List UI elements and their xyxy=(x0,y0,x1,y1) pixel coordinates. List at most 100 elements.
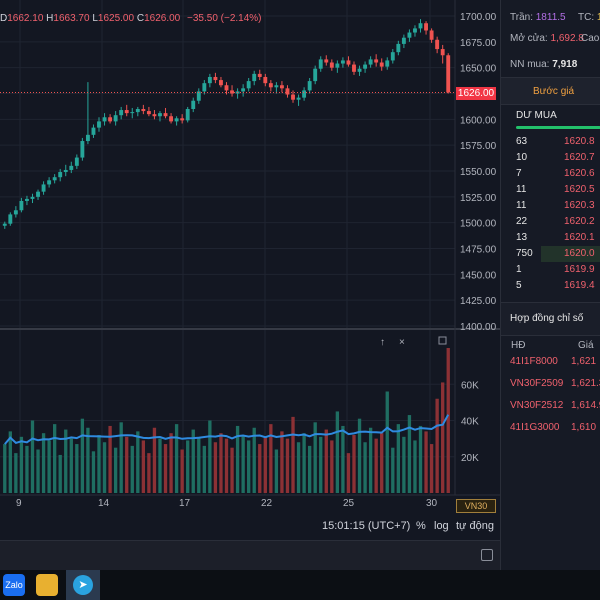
volume-bar xyxy=(86,427,90,493)
open-label: Mở cửa: xyxy=(510,33,548,44)
pane-close-icon: × xyxy=(399,337,405,348)
percent-scale-button[interactable]: % xyxy=(416,520,426,532)
volume-ma-line xyxy=(4,414,450,445)
contract-row[interactable]: VN30F2512 1,614.9 xyxy=(501,396,600,418)
volume-bar xyxy=(413,440,417,493)
volume-bar xyxy=(108,425,112,493)
volume-bar xyxy=(64,429,68,493)
foreign-buy-value: 7,918 xyxy=(552,59,578,70)
price-chart[interactable]: 1700.00 1675.00 1650.00 1625.00 1600.00 1575.… xyxy=(0,0,500,540)
zalo-label: Zalo xyxy=(5,580,23,590)
volume-bar xyxy=(30,420,35,493)
candle-body xyxy=(274,85,279,88)
candle-body xyxy=(224,85,229,91)
volume-bar xyxy=(47,440,51,493)
volume-bar xyxy=(230,447,234,493)
contract-row[interactable]: 41I1F8000 1,621 xyxy=(501,352,600,374)
candle-body xyxy=(102,117,107,122)
telegram-app-icon[interactable]: ➤ xyxy=(66,570,100,600)
volume-bar xyxy=(19,436,24,493)
orderbook-row[interactable]: 22 1620.2 xyxy=(501,214,600,230)
candle-body xyxy=(180,118,185,121)
time-tick-label: 25 xyxy=(343,498,355,509)
ohlc-low-label: L xyxy=(92,13,98,24)
candle-body xyxy=(346,60,351,65)
candle-body xyxy=(85,134,90,142)
orderbook-row[interactable]: 10 1620.7 xyxy=(501,150,600,166)
contract-code: 41I1G3000 xyxy=(510,422,560,433)
volume-bar xyxy=(158,438,162,493)
volume-bar xyxy=(385,391,389,493)
candle-body xyxy=(135,109,140,113)
chart-area[interactable]: 1700.00 1675.00 1650.00 1625.00 1600.00 1575.… xyxy=(0,0,500,540)
volume-bar xyxy=(75,444,79,493)
candle-body xyxy=(268,83,273,88)
candle-body xyxy=(329,62,334,68)
time-tick-label: 30 xyxy=(426,498,438,509)
ohlc-low: 1625.00 xyxy=(97,13,135,24)
time-tick-label: 14 xyxy=(98,498,110,509)
volume-bar xyxy=(219,433,223,493)
orderbook-price: 1620.1 xyxy=(564,232,595,243)
volume-bar xyxy=(446,348,450,493)
orderbook-row[interactable]: 63 1620.8 xyxy=(501,134,600,150)
price-tick-label: 1650.00 xyxy=(460,64,497,75)
zalo-app-icon[interactable]: Zalo xyxy=(3,574,25,596)
orderbook-price: 1620.6 xyxy=(564,168,595,179)
volume-bar xyxy=(368,427,373,493)
contracts-header: Hợp đồng chỉ số xyxy=(501,302,600,336)
volume-bar xyxy=(136,431,140,493)
file-explorer-icon[interactable] xyxy=(36,574,58,596)
candle-body xyxy=(263,76,268,84)
ohlc-close-label: C xyxy=(136,13,145,24)
volume-bar xyxy=(152,427,157,493)
orderbook-row[interactable]: 7 1620.6 xyxy=(501,166,600,182)
volume-bar xyxy=(280,431,284,493)
candle-body xyxy=(169,116,174,122)
volume-bar xyxy=(91,451,96,493)
contract-price: 1,610 xyxy=(571,422,597,433)
auto-scale-button[interactable]: tự động xyxy=(456,520,494,532)
volume-bar xyxy=(80,418,85,493)
volume-bar xyxy=(418,425,423,493)
volume-bar xyxy=(113,447,118,493)
volume-bar xyxy=(130,445,134,493)
orderbook-row[interactable]: 13 1620.1 xyxy=(501,230,600,246)
time-tick-label: 9 xyxy=(16,498,22,509)
candle-body xyxy=(196,91,201,101)
orderbook-row[interactable]: 1 1619.9 xyxy=(501,262,600,278)
volume-bar xyxy=(197,436,201,493)
orderbook-row[interactable]: 750 1620.0 xyxy=(501,246,600,262)
candle-body xyxy=(307,81,312,91)
orderbook-row[interactable]: 5 1619.4 xyxy=(501,278,600,294)
log-scale-button[interactable]: log xyxy=(434,520,449,532)
col-contract: HĐ xyxy=(511,340,526,351)
candle-body xyxy=(241,88,246,92)
candle-body xyxy=(279,85,284,89)
contract-row[interactable]: 41I1G3000 1,610 xyxy=(501,418,600,440)
tab-price-step[interactable]: Bước giá xyxy=(533,86,575,97)
orderbook-row[interactable]: 11 1620.5 xyxy=(501,182,600,198)
volume-bar xyxy=(191,429,195,493)
volume-bar xyxy=(235,425,240,493)
orderbook-price: 1620.2 xyxy=(564,216,595,227)
candle-body xyxy=(318,59,323,69)
orderbook-row[interactable]: 11 1620.3 xyxy=(501,198,600,214)
symbol-tag[interactable]: VN30 xyxy=(456,499,496,513)
orderbook-price: 1620.0 xyxy=(564,248,595,259)
volume-bar xyxy=(141,440,146,493)
volume-bar xyxy=(396,424,401,493)
volume-bar xyxy=(119,422,123,493)
contract-row[interactable]: VN30F2509 1,621.3 xyxy=(501,374,600,396)
candle-body xyxy=(8,214,13,224)
volume-bar xyxy=(363,442,367,493)
volume-bar xyxy=(346,453,351,493)
taskbar: Zalo ➤ xyxy=(0,570,600,600)
contracts-title: Hợp đồng chỉ số xyxy=(510,313,584,324)
volume-bar xyxy=(163,444,168,493)
candle-body xyxy=(163,113,168,117)
expand-icon[interactable] xyxy=(481,549,493,561)
price-tick-label: 1550.00 xyxy=(460,167,497,178)
volume-bar xyxy=(274,449,279,493)
orderbook-price: 1619.9 xyxy=(564,264,595,275)
